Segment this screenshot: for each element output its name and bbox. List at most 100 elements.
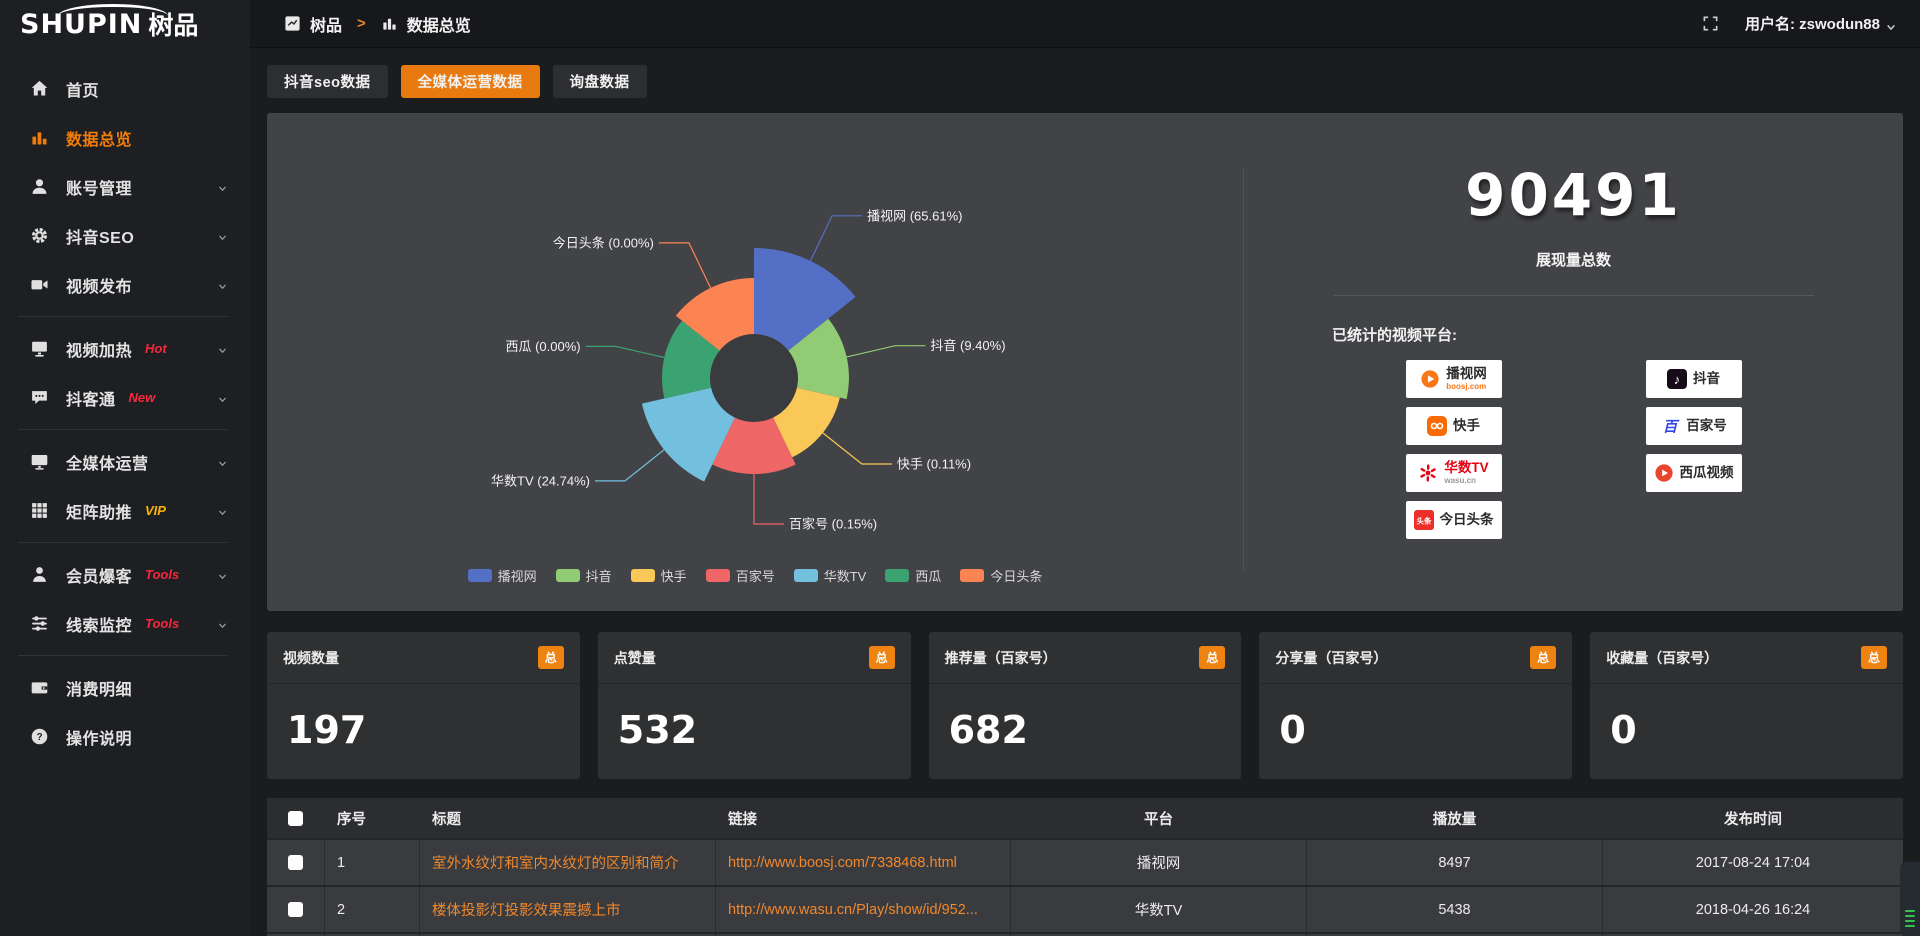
stat-card-label: 分享量（百家号） bbox=[1275, 649, 1388, 666]
row-checkbox[interactable] bbox=[288, 902, 303, 917]
home-icon bbox=[30, 79, 49, 98]
sidebar-item-label: 抖音SEO bbox=[66, 229, 135, 247]
breadcrumb-root[interactable]: 树品 bbox=[310, 17, 343, 35]
logo-arc-decoration bbox=[58, 4, 168, 16]
row-checkbox[interactable] bbox=[288, 855, 303, 870]
legend-label: 抖音 bbox=[585, 569, 612, 584]
platforms-title: 已统计的视频平台: bbox=[1332, 327, 1457, 344]
select-all-checkbox[interactable] bbox=[288, 810, 303, 826]
video-url-link[interactable]: http://www.wasu.cn/Play/show/id/952... bbox=[728, 901, 978, 918]
stat-card-value: 532 bbox=[617, 708, 698, 752]
sidebar-item-5[interactable]: 视频发布 bbox=[0, 260, 250, 309]
legend-swatch bbox=[467, 569, 492, 582]
stat-card-label: 视频数量 bbox=[283, 649, 339, 666]
topbar: 树品 > 数据总览 用户名: zswodun88 bbox=[250, 0, 1920, 48]
table-cell-time: 2017-08-24 17:04 bbox=[1695, 854, 1811, 871]
sidebar-divider bbox=[18, 655, 228, 656]
stat-card-header: 点赞量 总 bbox=[597, 632, 911, 684]
legend-item-6[interactable]: 西瓜 bbox=[885, 566, 941, 585]
pie-slice-3[interactable] bbox=[773, 387, 840, 458]
sidebar-item-7[interactable]: 抖客通 New bbox=[0, 373, 250, 422]
table-cell-platform: 华数TV bbox=[1011, 887, 1307, 932]
user-menu[interactable]: 用户名: zswodun88 bbox=[1745, 13, 1896, 34]
total-badge[interactable]: 总 bbox=[868, 646, 895, 669]
legend-item-3[interactable]: 快手 bbox=[630, 566, 687, 585]
tab-1[interactable]: 抖音seo数据 bbox=[267, 65, 388, 98]
logo-text-cn: 树品 bbox=[148, 12, 199, 40]
legend-label: 西瓜 bbox=[915, 569, 942, 584]
platform-subtext: wasu.cn bbox=[1444, 475, 1476, 485]
video-title-link[interactable]: 室外水纹灯和室内水纹灯的区别和简介 bbox=[432, 856, 679, 872]
legend-item-7[interactable]: 今日头条 bbox=[960, 566, 1042, 585]
summary-panel: 90491 展现量总数 已统计的视频平台: 播视网 boosj.com 快手 华数TV… bbox=[1244, 113, 1903, 611]
chevron-down-icon bbox=[1886, 19, 1896, 30]
legend-label: 百家号 bbox=[735, 569, 775, 584]
legend-swatch bbox=[960, 569, 985, 582]
sidebar-item-label: 全媒体运营 bbox=[66, 455, 149, 473]
app-logo[interactable]: SHUPIN 树品 bbox=[0, 0, 250, 48]
table-cell-no: 2 bbox=[325, 887, 420, 932]
sidebar-item-badge: New bbox=[128, 390, 156, 405]
sidebar-item-6[interactable]: 视频加热 Hot bbox=[0, 324, 250, 373]
sidebar-item-2[interactable]: 数据总览 bbox=[0, 113, 250, 162]
xigua-icon bbox=[1654, 463, 1674, 483]
stat-card-1: 视频数量 总 197 bbox=[267, 632, 580, 779]
total-badge[interactable]: 总 bbox=[1199, 646, 1226, 669]
pie-label: 快手 (0.11%) bbox=[897, 457, 971, 472]
sidebar-item-13[interactable]: ? 操作说明 bbox=[0, 712, 250, 761]
pie-slice-2[interactable] bbox=[788, 318, 849, 400]
fullscreen-icon[interactable] bbox=[1702, 15, 1719, 32]
breadcrumb-current[interactable]: 数据总览 bbox=[406, 17, 471, 35]
pie-slice-5[interactable] bbox=[641, 387, 735, 482]
total-badge[interactable]: 总 bbox=[1530, 646, 1557, 669]
sidebar-item-12[interactable]: 消费明细 bbox=[0, 663, 250, 712]
table-cell-link: http://www.wasu.cn/Play/show/id/952... bbox=[716, 887, 1011, 932]
pie-slice-6[interactable] bbox=[661, 320, 720, 399]
video-url-link[interactable]: http://www.boosj.com/7338468.html bbox=[728, 854, 957, 871]
sliders-icon bbox=[30, 614, 49, 633]
total-badge[interactable]: 总 bbox=[1860, 646, 1887, 669]
table-cell-plays: 5438 bbox=[1307, 887, 1603, 932]
sidebar-item-11[interactable]: 线索监控 Tools bbox=[0, 599, 250, 648]
sidebar-item-8[interactable]: 全媒体运营 bbox=[0, 437, 250, 486]
legend-item-5[interactable]: 华数TV bbox=[793, 566, 866, 585]
sidebar-item-10[interactable]: 会员爆客 Tools bbox=[0, 550, 250, 599]
legend-item-4[interactable]: 百家号 bbox=[705, 566, 775, 585]
platform-name: 抖音 bbox=[1693, 371, 1720, 387]
chevron-down-icon bbox=[217, 618, 228, 629]
chart-legend: 播视网 抖音 快手 百家号 华数TV 西瓜 今日头条 bbox=[267, 566, 1243, 585]
video-title-link[interactable]: 楼体投影灯投影效果震撼上市 bbox=[432, 903, 621, 919]
sidebar-item-4[interactable]: 抖音SEO bbox=[0, 211, 250, 260]
sidebar-item-1[interactable]: 首页 bbox=[0, 64, 250, 113]
pie-label-line bbox=[753, 474, 784, 525]
platform-column-right: ♪ 抖音百百家号 西瓜视频 bbox=[1645, 360, 1742, 548]
user-icon bbox=[30, 177, 49, 196]
legend-item-1[interactable]: 播视网 bbox=[467, 566, 537, 585]
svg-text:百: 百 bbox=[1663, 419, 1680, 435]
sidebar-item-9[interactable]: 矩阵助推 VIP bbox=[0, 486, 250, 535]
platform-badge-baijiahao: 百百家号 bbox=[1645, 407, 1742, 445]
pie-slice-4[interactable] bbox=[712, 417, 796, 475]
pie-label-line bbox=[595, 449, 665, 482]
floating-service-widget[interactable] bbox=[1900, 862, 1920, 936]
table-header-row: 序号 标题 链接 平台 播放量 发布时间 bbox=[267, 798, 1903, 838]
legend-item-2[interactable]: 抖音 bbox=[555, 566, 612, 585]
total-badge[interactable]: 总 bbox=[537, 646, 564, 669]
chevron-down-icon bbox=[217, 343, 228, 354]
table-row-2: 2 楼体投影灯投影效果震撼上市 http://www.wasu.cn/Play/sh… bbox=[267, 885, 1903, 932]
pie-slice-1[interactable] bbox=[754, 248, 856, 351]
table-header-cell: 链接 bbox=[716, 798, 1011, 838]
stat-card-header: 视频数量 总 bbox=[267, 632, 580, 684]
tab-2[interactable]: 全媒体运营数据 bbox=[400, 65, 540, 98]
rose-pie-chart: 播视网 (65.61%) 抖音 (9.40%) 快手 (0.11%) 百家号 (0.1… bbox=[491, 208, 1006, 531]
tab-3[interactable]: 询盘数据 bbox=[552, 65, 647, 98]
stat-card-header: 推荐量（百家号） 总 bbox=[928, 632, 1242, 684]
monitor-icon bbox=[30, 452, 49, 471]
chevron-down-icon bbox=[217, 456, 228, 467]
stat-card-value: 0 bbox=[1610, 708, 1637, 752]
stat-card-2: 点赞量 总 532 bbox=[597, 632, 911, 779]
sidebar-item-3[interactable]: 账号管理 bbox=[0, 162, 250, 211]
pie-slice-7[interactable] bbox=[675, 278, 754, 351]
platform-badge-xigua: 西瓜视频 bbox=[1645, 454, 1742, 492]
platform-name: 快手 bbox=[1453, 418, 1480, 434]
